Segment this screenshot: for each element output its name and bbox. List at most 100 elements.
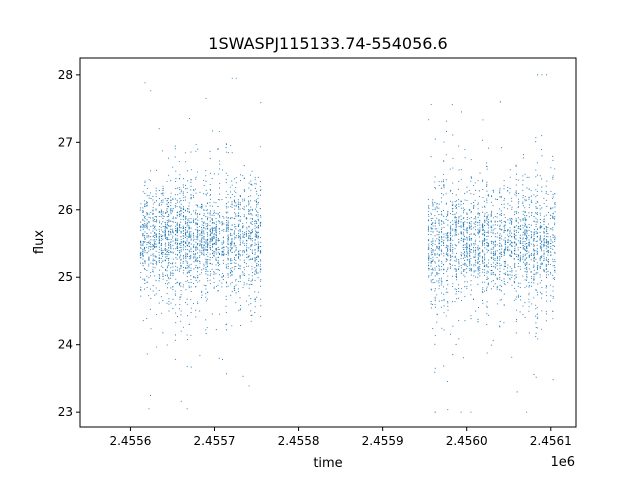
data-point [533, 248, 535, 250]
data-point [486, 324, 488, 326]
data-point [226, 323, 228, 325]
data-point [152, 224, 154, 226]
data-point [240, 174, 242, 176]
data-point [552, 261, 554, 263]
data-point [455, 232, 457, 234]
data-point [533, 220, 535, 223]
x-axis: 2.4556 2.4557 2.4558 2.4559 2.4560 2.4561 [109, 427, 572, 448]
data-point [473, 251, 475, 253]
data-point [486, 219, 488, 221]
data-point [244, 191, 246, 193]
data-point [260, 252, 262, 254]
data-point [503, 268, 505, 270]
data-point [154, 243, 156, 245]
data-point [242, 240, 244, 242]
data-point [464, 251, 466, 253]
data-point [166, 208, 168, 210]
data-point [168, 298, 170, 300]
data-point [190, 278, 192, 281]
data-point [507, 274, 509, 277]
data-point [172, 298, 174, 300]
data-point [152, 213, 154, 215]
data-point [514, 193, 516, 195]
data-point [158, 211, 160, 213]
data-point [245, 300, 247, 302]
data-point [164, 235, 166, 237]
data-point [440, 232, 443, 234]
data-point [152, 195, 154, 197]
data-point [144, 231, 146, 233]
data-point [154, 259, 156, 261]
data-point [221, 277, 223, 279]
data-point [188, 245, 190, 247]
data-point [251, 217, 254, 220]
data-point [182, 194, 184, 196]
data-point [530, 224, 533, 226]
data-point [526, 411, 528, 413]
data-point [509, 244, 511, 246]
data-point [233, 201, 236, 203]
data-point [528, 251, 530, 253]
data-point [483, 235, 486, 237]
data-point [528, 245, 531, 247]
data-point [176, 282, 178, 284]
data-point [199, 260, 201, 262]
data-point [441, 327, 443, 329]
data-point [210, 234, 212, 236]
data-point [142, 245, 144, 247]
data-point [190, 251, 192, 253]
data-point [477, 321, 479, 323]
data-point [507, 230, 509, 232]
data-point [477, 273, 479, 275]
data-point [520, 228, 522, 230]
data-point [484, 213, 486, 215]
data-point [522, 210, 524, 212]
data-point [540, 248, 543, 250]
data-point [462, 228, 465, 230]
data-point [195, 265, 197, 267]
data-point [547, 193, 549, 195]
data-point [205, 240, 207, 242]
data-point [490, 251, 492, 253]
data-point [184, 199, 187, 201]
data-point [140, 226, 142, 229]
data-point [434, 188, 436, 190]
data-point [440, 249, 442, 251]
data-point [148, 295, 150, 297]
data-point [172, 286, 174, 288]
data-point [175, 253, 177, 255]
data-point [142, 234, 144, 236]
x-tick-label: 2.4559 [362, 434, 404, 448]
data-point [477, 257, 479, 259]
data-point [531, 277, 533, 280]
data-point [175, 217, 177, 219]
data-point [146, 213, 148, 215]
data-point [528, 229, 530, 231]
data-point [450, 189, 452, 192]
data-point [455, 270, 457, 272]
data-point [473, 204, 475, 206]
data-point [155, 293, 157, 295]
data-point [256, 193, 258, 195]
data-point [478, 232, 480, 234]
data-point [227, 263, 229, 265]
data-point [209, 210, 212, 212]
data-point [460, 299, 462, 302]
data-point [201, 231, 203, 233]
data-point [231, 325, 233, 327]
data-point [229, 249, 231, 251]
data-point [140, 286, 142, 288]
data-point [507, 189, 509, 192]
data-point [486, 216, 488, 218]
data-point [539, 267, 541, 270]
data-point [166, 256, 168, 258]
data-point [505, 272, 507, 274]
data-point [244, 200, 246, 202]
data-point [178, 283, 181, 285]
data-point [515, 231, 517, 233]
data-point [531, 231, 533, 233]
data-point [183, 249, 185, 251]
data-point [539, 274, 541, 276]
data-point [535, 189, 537, 191]
data-point [436, 265, 438, 267]
